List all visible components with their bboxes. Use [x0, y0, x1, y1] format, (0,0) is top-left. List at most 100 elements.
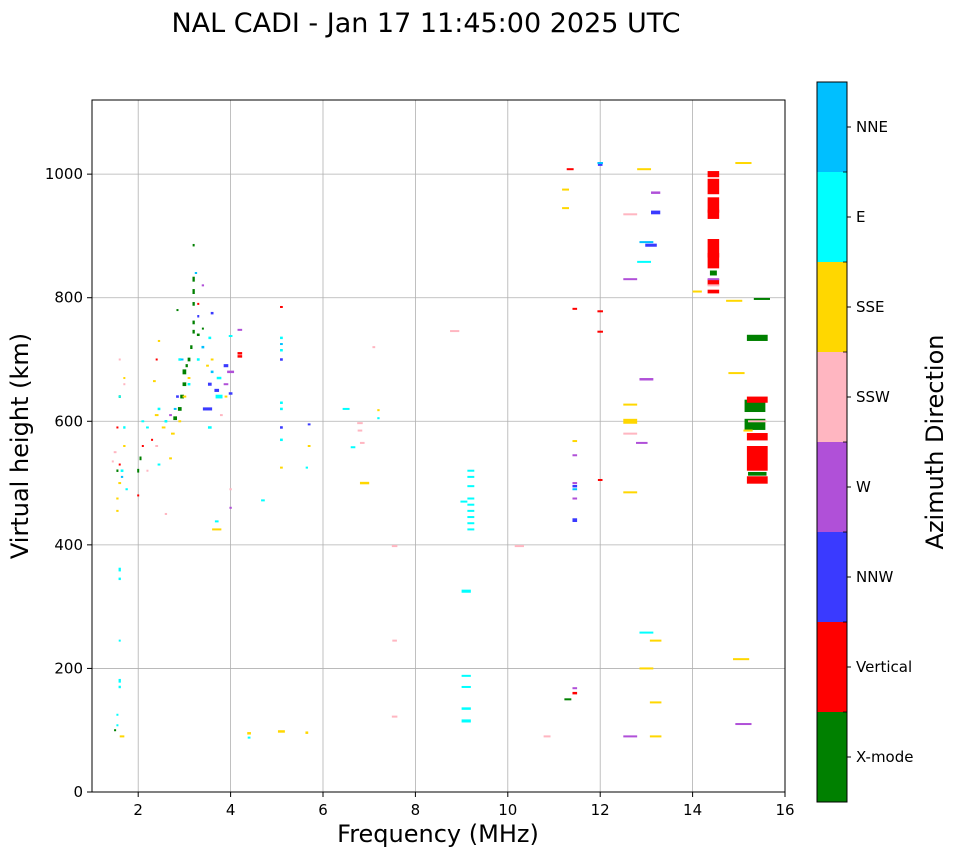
- echo-point: [692, 290, 702, 293]
- echo-point: [223, 364, 229, 368]
- echo-point: [155, 445, 159, 447]
- echo-point: [467, 516, 475, 519]
- echo-point: [467, 509, 475, 512]
- series-nne: [120, 162, 654, 491]
- echo-point: [164, 420, 168, 423]
- colorbar-swatch: [817, 82, 847, 172]
- echo-point: [707, 239, 720, 258]
- echo-point: [201, 284, 205, 287]
- y-tick-label: 400: [54, 536, 83, 554]
- colorbar-swatch: [817, 712, 847, 802]
- echo-point: [210, 370, 214, 374]
- echo-point: [201, 327, 204, 330]
- echo-point: [572, 307, 578, 310]
- echo-point: [637, 168, 652, 171]
- colorbar-swatch: [817, 262, 847, 352]
- colorbar-swatch: [817, 532, 847, 622]
- echo-point: [202, 407, 213, 411]
- echo-point: [151, 438, 154, 441]
- echo-point: [123, 383, 126, 386]
- y-axis-label: Virtual height (km): [6, 333, 34, 559]
- y-tick-label: 1000: [45, 165, 83, 183]
- echo-point: [280, 407, 283, 411]
- echo-point: [651, 191, 661, 194]
- echo-point: [572, 454, 578, 457]
- echo-point: [228, 335, 233, 338]
- echo-point: [307, 445, 311, 447]
- echo-point: [111, 460, 114, 463]
- echo-point: [707, 171, 720, 178]
- plot-background: [92, 100, 785, 792]
- echo-point: [116, 497, 119, 500]
- echo-point: [223, 383, 229, 386]
- echo-point: [746, 446, 768, 471]
- echo-point: [707, 279, 720, 286]
- echo-point: [461, 685, 471, 688]
- echo-point: [636, 441, 648, 444]
- echo-point: [651, 210, 661, 215]
- echo-point: [514, 545, 524, 548]
- echo-point: [169, 457, 172, 460]
- echo-point: [639, 378, 654, 381]
- echo-point: [146, 426, 149, 429]
- echo-point: [116, 469, 119, 472]
- y-axis-ticks: 0 200 400 600 800 1000: [45, 165, 92, 801]
- colorbar-tick-label: Vertical: [856, 658, 912, 676]
- echo-point: [161, 426, 166, 429]
- echo-point: [649, 639, 662, 642]
- echo-point: [572, 687, 578, 690]
- y-tick-label: 800: [54, 289, 83, 307]
- echo-point: [185, 364, 188, 368]
- echo-point: [597, 478, 603, 481]
- echo-point: [219, 414, 223, 417]
- echo-point: [572, 497, 578, 500]
- echo-point: [748, 471, 767, 476]
- echo-point: [118, 358, 121, 361]
- echo-point: [623, 278, 638, 281]
- series-sse: [116, 162, 753, 738]
- colorbar-tick-label: W: [856, 478, 871, 496]
- azimuth-colorbar: X-mode Vertical NNW W SSW SSE E NNE: [816, 81, 913, 803]
- echo-point: [215, 394, 223, 399]
- echo-point: [623, 491, 638, 494]
- echo-point: [639, 241, 654, 244]
- echo-point: [649, 735, 662, 738]
- echo-point: [247, 732, 251, 735]
- echo-point: [192, 329, 195, 334]
- echo-point: [707, 289, 720, 294]
- echo-point: [194, 272, 198, 274]
- echo-point: [180, 394, 184, 399]
- echo-point: [118, 395, 121, 398]
- echo-point: [639, 631, 654, 634]
- colorbar-swatch: [817, 172, 847, 262]
- echo-point: [192, 289, 195, 295]
- x-tick-label: 10: [498, 801, 517, 819]
- echo-point: [280, 336, 283, 340]
- echo-point: [176, 395, 179, 398]
- echo-point: [342, 407, 350, 410]
- echo-point: [461, 707, 471, 710]
- echo-point: [280, 348, 283, 352]
- colorbar-tick-label: X-mode: [856, 748, 913, 766]
- echo-point: [566, 168, 574, 171]
- echo-point: [119, 735, 125, 738]
- echo-point: [192, 320, 195, 325]
- echo-point: [123, 445, 126, 447]
- echo-point: [461, 719, 471, 723]
- echo-point: [467, 522, 475, 525]
- echo-point: [359, 441, 365, 444]
- echo-point: [623, 735, 638, 738]
- echo-point: [116, 713, 119, 716]
- echo-point: [116, 724, 119, 727]
- echo-point: [157, 339, 161, 342]
- echo-point: [182, 395, 187, 398]
- echo-point: [707, 252, 720, 269]
- echo-point: [623, 418, 638, 424]
- echo-point: [123, 377, 126, 380]
- echo-point: [164, 512, 168, 515]
- echo-point: [146, 469, 149, 472]
- echo-point: [728, 372, 745, 375]
- echo-point: [116, 426, 119, 429]
- echo-point: [461, 589, 471, 593]
- echo-point: [623, 213, 638, 216]
